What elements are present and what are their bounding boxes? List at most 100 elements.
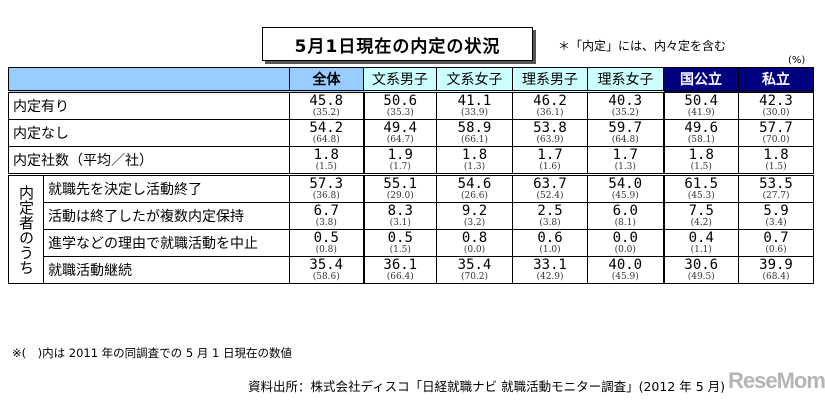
table-row: 内定社数（平均／社） 1.8 (1.5) 1.9 (1.7) 1.8 (1.3) 1.…	[8, 146, 814, 175]
prev-value: (8.1)	[614, 218, 636, 228]
value: 1.8	[461, 147, 488, 163]
offer-status-table: 全体 文系男子 文系女子 理系男子 理系女子 国公立 私立 内定有り 45.8(…	[8, 67, 814, 284]
prev-value: (70.2)	[460, 272, 489, 282]
prev-value: (1.3)	[614, 162, 636, 172]
value: 54.6	[457, 176, 492, 192]
value: 42.3	[759, 93, 793, 109]
prev-value: (0.8)	[315, 245, 337, 255]
value: 0.5	[387, 230, 413, 246]
header-blank	[8, 67, 290, 93]
prev-value: (30.0)	[762, 108, 790, 118]
col-header-science-female: 理系女子	[587, 67, 664, 93]
value: 30.6	[684, 257, 719, 273]
value: 55.1	[383, 176, 418, 192]
table-row: 進学などの理由で就職活動を中止 0.5 (0.8) 0.5 (1.5) 0.8 (0.…	[9, 229, 814, 257]
value: 1.8	[763, 147, 789, 163]
value: 1.7	[537, 147, 563, 163]
value: 35.4	[309, 257, 344, 273]
value: 1.9	[387, 147, 413, 163]
prev-value: (1.6)	[539, 162, 561, 172]
prev-value: (45.9)	[611, 272, 639, 282]
value: 49.4	[383, 120, 418, 136]
prev-value: (35.2)	[611, 108, 639, 118]
col-header-national-public: 国公立	[663, 67, 739, 93]
prev-value: (52.4)	[536, 191, 564, 201]
prev-value: (35.3)	[386, 108, 414, 118]
value: 33.1	[533, 257, 567, 273]
group-label: 内定者のうち	[8, 173, 44, 284]
value: 49.6	[684, 120, 719, 136]
value: 1.7	[612, 147, 638, 163]
value: 0.5	[313, 230, 339, 246]
prev-value: (1.5)	[389, 245, 411, 255]
prev-value: (27.7)	[762, 191, 790, 201]
value: 5.9	[763, 203, 789, 219]
value: 8.3	[387, 203, 413, 219]
value: 59.7	[608, 120, 643, 136]
value: 6.0	[612, 203, 638, 219]
prev-value: (36.1)	[536, 108, 564, 118]
prev-value: (3.1)	[389, 218, 411, 228]
row-label: 就職活動継続	[43, 256, 290, 284]
value: 0.4	[688, 230, 714, 246]
value: 50.4	[684, 93, 719, 109]
col-header-science-male: 理系男子	[512, 67, 588, 93]
prev-value: (1.3)	[463, 162, 486, 172]
value: 2.5	[537, 203, 563, 219]
row-label: 就職先を決定し活動終了	[43, 173, 290, 203]
value: 36.1	[383, 257, 418, 273]
prev-value: (1.5)	[690, 162, 712, 172]
value: 40.3	[608, 93, 643, 109]
value: 41.1	[457, 93, 492, 109]
prev-value: (66.1)	[460, 135, 489, 145]
value: 61.5	[684, 176, 719, 192]
table-row: 内定有り 45.8 (35.2) 50.6 (35.3) 41.1 (33.9) 46…	[8, 91, 814, 120]
col-header-all: 全体	[289, 67, 364, 93]
prev-value: (3.8)	[539, 218, 561, 228]
value: 46.2	[533, 93, 567, 109]
value: 50.6	[383, 93, 418, 109]
prev-value: (1.5)	[765, 162, 787, 172]
prev-value: (41.9)	[687, 108, 715, 118]
prev-value: (42.9)	[536, 272, 564, 282]
prev-value: (68.4)	[762, 272, 790, 282]
value: 39.9	[759, 257, 793, 273]
value: 1.8	[688, 147, 714, 163]
prev-value: (64.8)	[611, 135, 639, 145]
prev-value: (0.0)	[463, 245, 486, 255]
value: 0.8	[461, 230, 488, 246]
prev-value: (1.5)	[315, 162, 337, 172]
unit-label: (%)	[788, 55, 806, 66]
footnote: ※( )内は 2011 年の同調査での 5 月 1 日現在の数値	[12, 346, 292, 360]
row-label: 内定社数（平均／社）	[8, 146, 290, 175]
prev-value: (3.4)	[765, 218, 787, 228]
prev-value: (35.2)	[312, 108, 340, 118]
value: 1.8	[313, 147, 339, 163]
prev-value: (4.2)	[690, 218, 712, 228]
prev-value: (64.7)	[386, 135, 414, 145]
prev-value: (0.6)	[765, 245, 787, 255]
row-label: 活動は終了したが複数内定保持	[43, 202, 290, 230]
value: 53.5	[759, 176, 793, 192]
value: 0.0	[612, 230, 638, 246]
col-header-private: 私立	[738, 67, 814, 93]
value: 54.0	[608, 176, 643, 192]
prev-value: (45.9)	[611, 191, 639, 201]
table-title: 5月1日現在の内定の状況	[262, 27, 533, 61]
value: 9.2	[461, 203, 488, 219]
col-header-humanities-male: 文系男子	[363, 67, 437, 93]
prev-value: (63.9)	[536, 135, 564, 145]
prev-value: (1.7)	[389, 162, 411, 172]
prev-value: (70.0)	[762, 135, 790, 145]
value: 54.2	[309, 120, 344, 136]
row-label: 内定なし	[8, 119, 290, 147]
table-row: 活動は終了したが複数内定保持 6.7 (3.8) 8.3 (3.1) 9.2 (3.2…	[9, 202, 814, 230]
prev-value: (49.5)	[687, 272, 715, 282]
prev-value: (3.8)	[315, 218, 337, 228]
table-row: 内定なし 54.2 (64.8) 49.4 (64.7) 58.9 (66.1) 53…	[8, 119, 814, 147]
prev-value: (58.1)	[687, 135, 715, 145]
prev-value: (3.2)	[463, 218, 486, 228]
prev-value: (1.0)	[539, 245, 561, 255]
value: 0.6	[537, 230, 563, 246]
value: 7.5	[688, 203, 714, 219]
